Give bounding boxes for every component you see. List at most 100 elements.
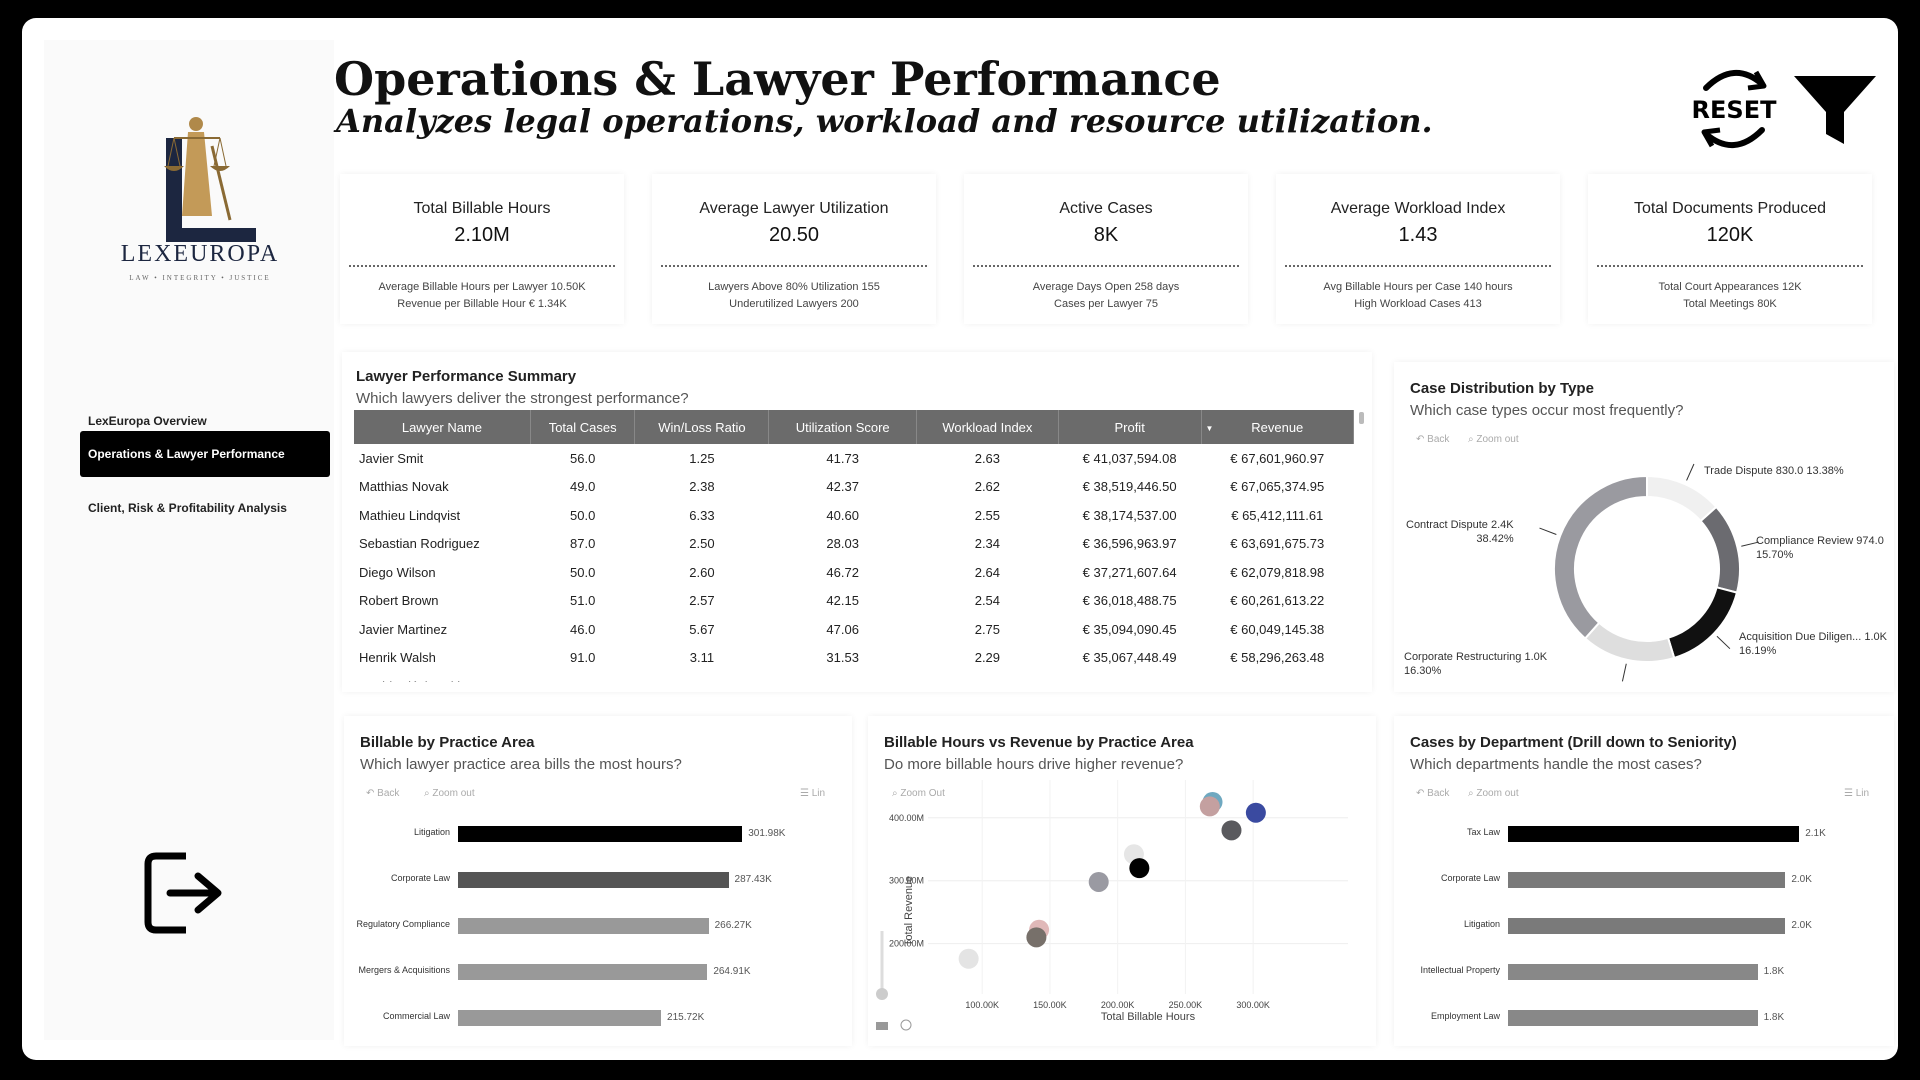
table-cell: 2.62 [974, 479, 1001, 495]
table-cell: 43.63 [769, 672, 917, 682]
zoom-out-button[interactable]: ⌕ Zoom out [1468, 788, 1519, 799]
table-cell: Sebastian Rodriguez [359, 536, 480, 552]
zoom-out-label: Zoom Out [900, 788, 945, 799]
nav-item-client-risk-profitability[interactable]: Client, Risk & Profitability Analysis [88, 501, 287, 515]
pin-icon[interactable] [900, 1019, 912, 1031]
table-cell: 40.60 [826, 507, 859, 523]
scatter-point[interactable] [1088, 871, 1109, 892]
table-cell: 56.0 [570, 450, 596, 466]
column-header[interactable]: Win/Loss Ratio [634, 410, 770, 444]
table-cell: 2.72 [917, 672, 1059, 682]
table-cell: 2.60 [689, 564, 715, 580]
lin-button[interactable]: ☰ Lin [800, 788, 826, 799]
kpi-details: Total Court Appearances 12K Total Meeting… [1588, 279, 1872, 313]
back-button[interactable]: ↶ Back [366, 788, 400, 799]
table-row[interactable]: Javier Martinez 46.0 5.67 47.06 2.75 € 35,094… [354, 615, 1354, 644]
scatter-point[interactable] [1026, 927, 1047, 948]
bar[interactable] [1508, 918, 1786, 934]
table-row[interactable]: Diego Wilson 50.0 2.60 46.72 2.64 € 37,271,60… [354, 558, 1354, 587]
zoom-slider-handle[interactable] [876, 988, 888, 1000]
slice-value: 1.0K [1864, 631, 1887, 643]
case-distribution-card: Case Distribution by Type Which case typ… [1394, 362, 1894, 692]
donut-slice[interactable] [1553, 474, 1648, 640]
bar[interactable] [1508, 826, 1800, 842]
scatter-point[interactable] [1199, 796, 1220, 817]
bar[interactable] [1508, 872, 1786, 888]
x-tick-label: 100.00K [965, 1000, 999, 1010]
zoom-out-button[interactable]: ⌕ Zoom out [424, 788, 475, 799]
slice-percent: 15.70% [1756, 549, 1794, 561]
table-cell: 47.06 [826, 621, 859, 637]
card-title: Cases by Department (Drill down to Senio… [1410, 734, 1737, 751]
filter-icon[interactable] [1790, 70, 1880, 150]
bar[interactable] [1508, 1010, 1758, 1026]
zoom-out-button[interactable]: ⌕ Zoom Out [892, 788, 945, 799]
donut-slice[interactable] [1583, 621, 1676, 663]
table-cell: € 38,519,446.50 [1082, 479, 1177, 495]
table-viewport[interactable]: Lawyer Name Total Cases Win/Loss Ratio U… [342, 352, 1358, 682]
table-row[interactable]: Henrik Walsh 91.0 3.11 31.53 2.29 € 35,067,44… [354, 644, 1354, 673]
bar-value-label: 1.8K [1763, 966, 1785, 977]
slice-percent: 13.38% [1806, 465, 1844, 477]
nav-item-lexeuropa-overview[interactable]: LexEuropa Overview [88, 414, 207, 428]
column-header[interactable]: Utilization Score [768, 410, 917, 444]
table-scrollbar[interactable] [1359, 412, 1364, 424]
exit-icon[interactable] [140, 848, 230, 938]
bar[interactable] [458, 826, 743, 842]
bar[interactable] [458, 872, 729, 888]
nav-item-operations-lawyer-performance[interactable]: Operations & Lawyer Performance [80, 431, 330, 477]
slice-percent: 38.42% [1476, 533, 1514, 545]
kpi-total-documents-produced: Total Documents Produced 120K Total Cour… [1588, 174, 1872, 324]
bar[interactable] [458, 918, 709, 934]
table-row[interactable]: David Wiśniewski38.02.4043.632.72€ 33,99… [354, 672, 1354, 682]
column-header[interactable]: Total Cases [530, 410, 636, 444]
camera-icon[interactable] [876, 1022, 888, 1030]
kpi-divider [1597, 265, 1863, 267]
donut-slice[interactable] [1699, 505, 1741, 594]
table-row[interactable]: Matthias Novak 49.0 2.38 42.37 2.62 € 38,519,… [354, 473, 1354, 502]
table-cell: 2.38 [689, 479, 715, 495]
kpi-value: 2.10M [454, 224, 510, 246]
scatter-point[interactable] [958, 948, 979, 969]
kpi-detail: Underutilized Lawyers 200 [729, 298, 859, 310]
donut-slice[interactable] [1646, 474, 1718, 523]
kpi-average-lawyer-utilization: Average Lawyer Utilization 20.50 Lawyers… [652, 174, 936, 324]
lin-button[interactable]: ☰ Lin [1844, 788, 1870, 799]
table-row[interactable]: Robert Brown 51.0 2.57 42.15 2.54 € 36,018,48… [354, 587, 1354, 616]
bar-value-label: 215.72K [667, 1012, 705, 1023]
page-subtitle: Analyzes legal operations, workload and … [336, 102, 1433, 140]
table-cell: Matthias Novak [359, 479, 449, 495]
column-header[interactable]: Profit [1058, 410, 1202, 444]
card-subtitle: Do more billable hours drive higher reve… [884, 756, 1184, 773]
back-label: Back [377, 788, 400, 799]
table-row[interactable]: Mathieu Lindqvist 50.0 6.33 40.60 2.55 € 38,1… [354, 501, 1354, 530]
zoom-out-button[interactable]: ⌕ Zoom out [1468, 434, 1519, 445]
reset-button[interactable]: RESET [1684, 64, 1784, 154]
brand-tagline: LAW • INTEGRITY • JUSTICE [129, 274, 271, 282]
table-row[interactable]: Javier Smit 56.0 1.25 41.73 2.63 € 41,037,594… [354, 444, 1354, 473]
justice-statue-icon [164, 117, 256, 242]
donut-slice-label: Corporate Restructuring 1.0K 16.30% [1404, 650, 1547, 678]
column-header[interactable]: Workload Index [916, 410, 1059, 444]
table-cell: € 36,018,488.75 [1082, 593, 1177, 609]
table-cell: 1.25 [689, 450, 715, 466]
back-button[interactable]: ↶ Back [1416, 788, 1450, 799]
cases-department-card: Cases by Department (Drill down to Senio… [1394, 716, 1894, 1046]
scatter-point[interactable] [1221, 820, 1242, 841]
back-button[interactable]: ↶ Back [1416, 434, 1450, 445]
column-header-sorted[interactable]: ▼ Revenue [1201, 410, 1355, 444]
bar-value-label: 2.0K [1791, 874, 1812, 885]
scatter-point[interactable] [1245, 802, 1266, 823]
bar[interactable] [1508, 964, 1758, 980]
table-cell: 2.34 [974, 536, 1001, 552]
bar[interactable] [458, 964, 708, 980]
column-header[interactable]: Lawyer Name [354, 410, 531, 444]
bar[interactable] [458, 1010, 662, 1026]
scatter-point[interactable] [1129, 858, 1150, 879]
x-tick-label: 250.00K [1169, 1000, 1203, 1010]
back-label: Back [1427, 788, 1450, 799]
table-row[interactable]: Sebastian Rodriguez 87.0 2.50 28.03 2.34 € 36… [354, 530, 1354, 559]
slice-percent: 16.30% [1404, 665, 1442, 677]
donut-slice[interactable] [1666, 586, 1739, 660]
table-cell: 31.53 [826, 650, 859, 666]
